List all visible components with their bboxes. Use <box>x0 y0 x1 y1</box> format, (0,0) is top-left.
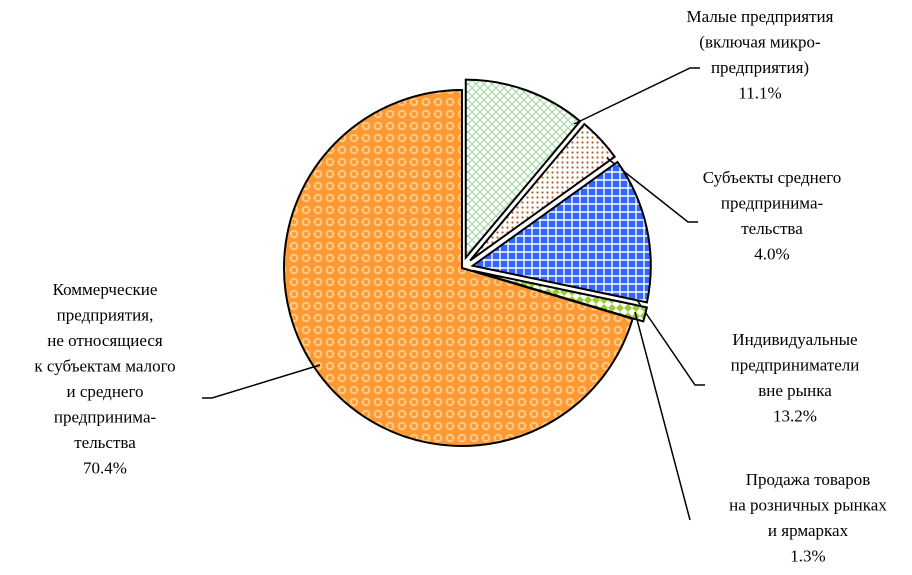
slice-label: Малые предприятия (включая микро-предприя… <box>687 7 834 77</box>
leader-line <box>636 299 705 386</box>
value-label: 4.0% <box>754 245 789 264</box>
slice-label: Индивидуальные предприниматели вне рынка <box>731 330 860 400</box>
leader-line <box>606 157 698 223</box>
slice-label: Продажа товаров на розничных рынках и ярма… <box>729 470 887 540</box>
pie-slice <box>464 78 582 261</box>
value-label: 13.2% <box>773 407 817 426</box>
value-label: 1.3% <box>790 547 825 566</box>
pie-slice <box>283 88 634 447</box>
slice-label: Субъекты среднего предпринима-тельства <box>703 168 842 238</box>
pie-slice <box>469 122 617 262</box>
leader-line <box>634 311 691 521</box>
value-label: 11.1% <box>738 84 781 103</box>
slice-label: Коммерческие предприятия, не относящиеся к … <box>34 280 175 452</box>
leader-line <box>573 67 700 125</box>
value-label: 70.4% <box>83 459 127 478</box>
leader-line <box>202 364 321 399</box>
pie-slice <box>470 160 652 304</box>
